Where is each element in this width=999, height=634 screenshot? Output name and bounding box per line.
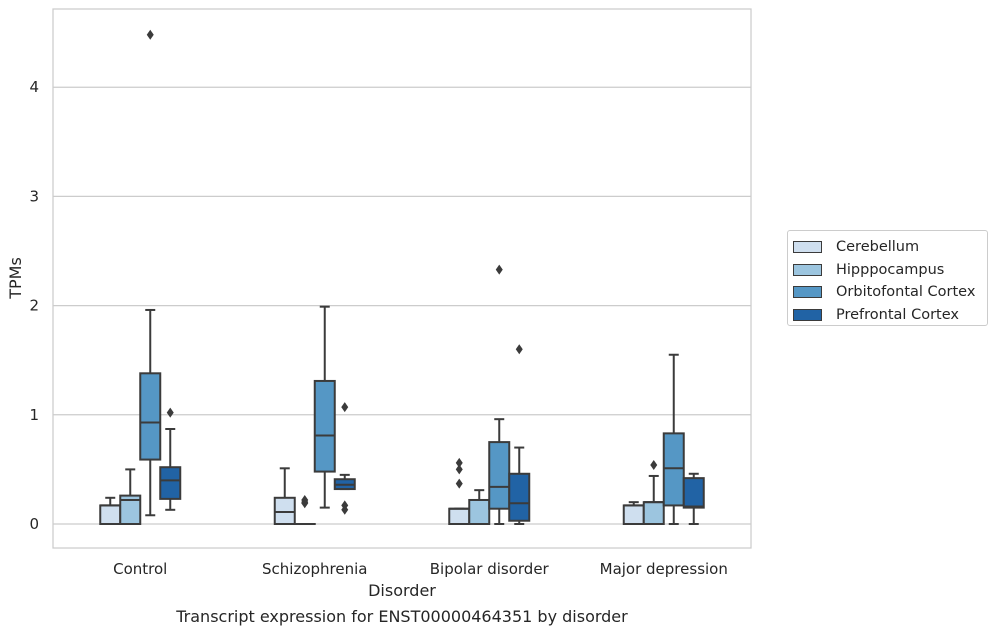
- box-orbitofontal-cortex-schizophrenia: [313, 305, 336, 509]
- box-hipppocampus-control: [119, 468, 142, 526]
- tick-layer: 0 1 2 3 4 Control Schizophrenia Bipolar disorde…: [29, 78, 727, 578]
- y-tick-label: 1: [29, 406, 39, 424]
- box-cerebellum-bipolar-disorder: [448, 457, 471, 526]
- legend-item-hippocampus: Hipppocampus: [793, 259, 987, 282]
- iqr-box: [159, 466, 182, 500]
- legend-item-cerebellum: Cerebellum: [793, 236, 987, 259]
- y-tick-label: 4: [29, 78, 39, 96]
- y-axis-label: TPMs: [6, 257, 25, 300]
- outlier-point: [455, 478, 463, 489]
- legend-swatch-orbitofrontal-cortex: [793, 286, 822, 299]
- box-prefrontal-cortex-control: [159, 407, 182, 511]
- y-tick-label: 3: [29, 187, 39, 205]
- iqr-box: [642, 501, 665, 526]
- iqr-box: [682, 477, 705, 509]
- iqr-box: [119, 494, 142, 526]
- x-axis-label: Disorder: [368, 581, 436, 600]
- box-hipppocampus-major-depression: [642, 460, 665, 526]
- legend-item-prefrontal-cortex: Prefrontal Cortex: [793, 304, 987, 327]
- y-tick-label: 0: [29, 515, 39, 533]
- iqr-box: [622, 504, 645, 526]
- outlier-point: [515, 344, 523, 355]
- box-orbitofontal-cortex-control: [139, 29, 162, 517]
- legend-swatch-prefrontal-cortex: [793, 308, 822, 321]
- x-tick-label-schizophrenia: Schizophrenia: [262, 560, 367, 578]
- outlier-point: [341, 500, 349, 511]
- iqr-box: [99, 504, 122, 526]
- outlier-point: [301, 494, 309, 505]
- legend-swatch-hippocampus: [793, 263, 822, 276]
- outlier-point: [495, 264, 503, 275]
- box-orbitofontal-cortex-bipolar-disorder: [488, 264, 511, 525]
- legend-label-prefrontal-cortex: Prefrontal Cortex: [836, 306, 959, 323]
- x-tick-label-major-depression: Major depression: [600, 560, 728, 578]
- iqr-box: [508, 472, 531, 522]
- box-cerebellum-control: [99, 496, 122, 526]
- plot-frame: [52, 8, 752, 549]
- legend-label-orbitofrontal-cortex: Orbitofontal Cortex: [836, 284, 976, 301]
- iqr-box: [448, 507, 471, 526]
- iqr-box: [488, 441, 511, 510]
- legend-swatch-cerebellum: [793, 241, 822, 254]
- iqr-box: [662, 432, 685, 507]
- box-cerebellum-schizophrenia: [273, 467, 296, 525]
- chart-title: Transcript expression for ENST0000046435…: [175, 607, 628, 626]
- iqr-box: [313, 379, 336, 473]
- box-prefrontal-cortex-bipolar-disorder: [508, 344, 531, 525]
- box-orbitofontal-cortex-major-depression: [662, 353, 685, 525]
- iqr-box: [139, 372, 162, 461]
- outlier-point: [455, 457, 463, 468]
- box-prefrontal-cortex-major-depression: [682, 472, 705, 525]
- legend-label-cerebellum: Cerebellum: [836, 239, 920, 256]
- legend-item-orbitofrontal-cortex: Orbitofontal Cortex: [793, 281, 987, 304]
- box-prefrontal-cortex-schizophrenia: [333, 402, 356, 515]
- iqr-box: [468, 498, 491, 526]
- box-hipppocampus-bipolar-disorder: [468, 489, 491, 526]
- outlier-point: [341, 402, 349, 413]
- outlier-point: [166, 407, 174, 418]
- legend-label-hippocampus: Hipppocampus: [836, 261, 945, 278]
- x-tick-label-bipolar-disorder: Bipolar disorder: [430, 560, 550, 578]
- y-tick-label: 2: [29, 297, 39, 315]
- outlier-point: [455, 464, 463, 475]
- outlier-point: [650, 460, 658, 471]
- box-hipppocampus-schizophrenia: [293, 494, 316, 526]
- iqr-box: [273, 496, 296, 525]
- legend: Cerebellum Hipppocampus Orbitofontal Cor…: [787, 230, 988, 326]
- x-tick-label-control: Control: [113, 560, 167, 578]
- box-layer: [99, 29, 705, 526]
- outlier-point: [146, 29, 154, 40]
- box-cerebellum-major-depression: [622, 501, 645, 526]
